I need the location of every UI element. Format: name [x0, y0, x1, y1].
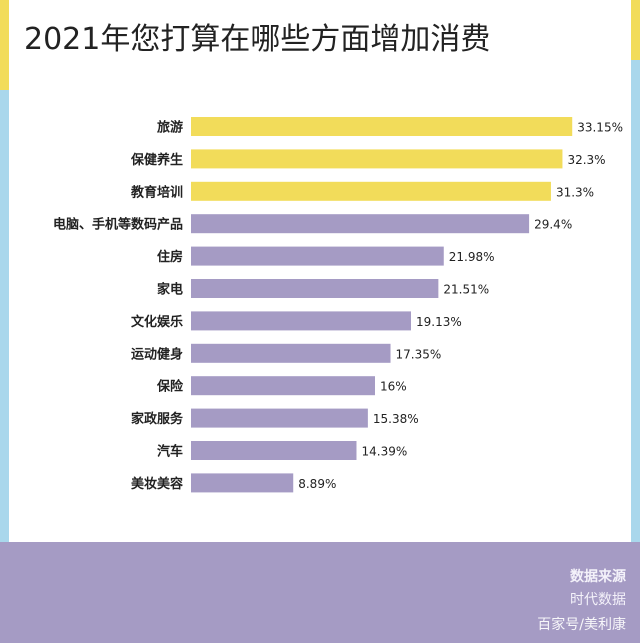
left-stripe-blue: [0, 90, 9, 542]
bar-11: [191, 441, 357, 460]
category-label-6: 家电: [157, 282, 183, 298]
bar-5: [191, 246, 444, 266]
category-label-5: 住房: [157, 249, 183, 265]
bar-3: [191, 181, 551, 201]
category-label-7: 文化娱乐: [131, 314, 183, 330]
value-label-5: 21.98%: [449, 250, 495, 264]
footer-band: 数据来源 时代数据 百家号/美利康: [0, 542, 640, 643]
category-label-9: 保险: [156, 379, 184, 395]
bar-9: [191, 376, 375, 396]
watermark: 百家号/美利康: [537, 617, 626, 633]
right-decor-stripe: [631, 0, 640, 542]
category-label-1: 旅游: [157, 120, 183, 136]
bar-12: [191, 473, 294, 493]
bar-7: [191, 311, 411, 331]
bar-4: [191, 214, 530, 234]
value-label-7: 19.13%: [416, 315, 462, 329]
value-label-1: 33.15%: [577, 121, 623, 135]
source-label: 数据来源: [570, 569, 626, 585]
value-label-2: 32.3%: [567, 153, 605, 167]
left-stripe-yellow: [0, 0, 9, 90]
right-stripe-yellow: [631, 0, 640, 60]
bar-6: [191, 279, 439, 298]
bar-chart: 旅游 33.15% 保健养生 32.3% 教育培训 31.3% 电脑、手机等数码产品 29.4…: [53, 117, 623, 493]
category-label-2: 保健养生: [130, 152, 183, 168]
value-label-6: 21.51%: [443, 283, 489, 297]
category-label-10: 家政服务: [131, 411, 184, 427]
bar-8: [191, 343, 391, 363]
source-value: 时代数据: [570, 592, 626, 608]
value-label-11: 14.39%: [361, 445, 407, 459]
category-label-4: 电脑、手机等数码产品: [53, 217, 183, 233]
value-label-10: 15.38%: [373, 412, 419, 426]
category-label-12: 美妆美容: [131, 476, 183, 492]
value-label-4: 29.4%: [534, 218, 572, 232]
bar-10: [191, 408, 368, 428]
value-label-3: 31.3%: [556, 185, 594, 199]
value-label-12: 8.89%: [298, 477, 336, 491]
category-label-11: 汽车: [157, 444, 183, 460]
category-label-3: 教育培训: [130, 184, 183, 200]
category-label-8: 运动健身: [131, 346, 183, 362]
bar-1: [191, 117, 573, 136]
value-label-8: 17.35%: [396, 347, 442, 361]
value-label-9: 16%: [380, 380, 407, 394]
bar-2: [191, 149, 563, 169]
left-decor-stripe: [0, 0, 9, 643]
chart-title: 2021年您打算在哪些方面增加消费: [24, 22, 491, 57]
